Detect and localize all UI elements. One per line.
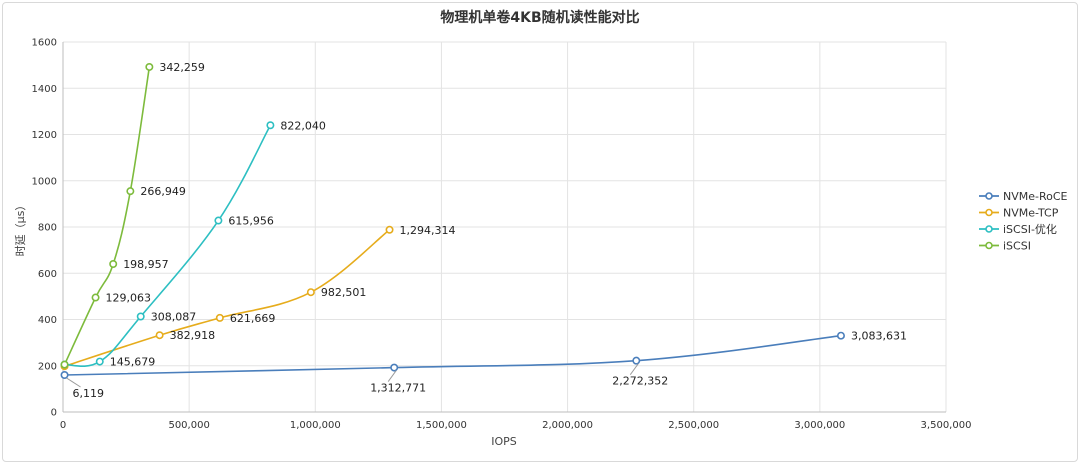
data-point: [145, 62, 154, 71]
series-lines: [63, 66, 842, 376]
y-axis-ticks: 0 200 400 600 800 1000 1200 1400 1600: [32, 38, 57, 419]
series-points: [60, 62, 845, 379]
series-line-nvme-roce: [64, 334, 842, 376]
x-tick-label: 2,500,000: [668, 420, 719, 431]
data-label: 1,312,771: [370, 382, 426, 395]
data-point: [266, 121, 275, 130]
axes: [62, 42, 946, 413]
y-tick-label: 800: [38, 223, 57, 234]
x-tick-label: 3,500,000: [921, 420, 972, 431]
data-label: 145,679: [110, 356, 156, 369]
label-leader-line: [387, 370, 397, 382]
data-label: 3,083,631: [851, 330, 907, 343]
series-line-iscsi: [63, 66, 151, 365]
label-leader-line: [629, 363, 639, 375]
data-point: [390, 363, 399, 372]
legend-label: NVMe-RoCE: [1003, 190, 1068, 203]
data-point: [155, 331, 164, 340]
x-tick-label: 1,500,000: [416, 420, 467, 431]
data-label: 615,956: [228, 215, 274, 228]
y-axis-title: 时延（μs）: [14, 200, 27, 257]
data-point: [306, 288, 315, 297]
data-point: [60, 370, 69, 379]
data-label: 129,063: [106, 292, 152, 305]
data-label: 342,259: [159, 61, 205, 74]
data-point: [632, 356, 641, 365]
legend: NVMe-RoCE NVMe-TCP iSCSI-优化 iSCSI: [979, 190, 1068, 253]
grid-lines: [62, 41, 947, 413]
legend-label: NVMe-TCP: [1003, 207, 1059, 220]
data-label: 621,669: [230, 312, 275, 325]
legend-label: iSCSI: [1003, 240, 1031, 253]
data-point: [60, 360, 69, 369]
x-tick-label: 2,000,000: [542, 420, 593, 431]
data-label: 198,957: [123, 258, 168, 271]
data-point: [136, 312, 145, 321]
data-labels: 6,119 1,312,771 2,272,352 3,083,631 382,918 6…: [66, 61, 907, 400]
x-tick-label: 1,000,000: [290, 420, 341, 431]
x-axis-ticks: 0 500,000 1,000,000 1,500,000 2,000,000 2,500…: [60, 420, 972, 431]
x-tick-label: 0: [60, 420, 66, 431]
y-tick-label: 200: [38, 361, 57, 372]
legend-marker: [985, 225, 993, 233]
data-point: [215, 313, 224, 322]
series-line-nvme-tcp: [64, 229, 391, 367]
data-label: 382,918: [170, 329, 216, 342]
legend-marker: [985, 208, 993, 217]
legend-marker: [985, 192, 993, 200]
data-point: [214, 216, 223, 225]
data-point: [109, 259, 118, 268]
legend-label: iSCSI-优化: [1003, 222, 1057, 236]
y-tick-label: 0: [51, 408, 57, 419]
y-tick-label: 400: [38, 315, 57, 326]
data-point: [836, 331, 845, 340]
data-point: [126, 187, 135, 196]
y-tick-label: 600: [38, 269, 57, 280]
x-tick-label: 500,000: [168, 420, 209, 431]
data-label: 982,501: [321, 286, 367, 299]
data-label: 1,294,314: [400, 224, 456, 237]
data-point: [95, 357, 104, 366]
data-label: 308,087: [151, 310, 197, 323]
data-label: 822,040: [280, 119, 326, 132]
y-tick-label: 1400: [32, 84, 57, 95]
data-label: 6,119: [73, 387, 105, 400]
x-tick-label: 3,000,000: [794, 420, 845, 431]
y-tick-label: 1000: [32, 176, 57, 187]
x-axis-title: IOPS: [491, 435, 517, 448]
chart-title: 物理机单卷4KB随机读性能对比: [440, 9, 639, 26]
y-tick-label: 1200: [32, 130, 57, 141]
y-tick-label: 1600: [32, 38, 57, 49]
label-leader-line: [66, 377, 81, 388]
data-label: 2,272,352: [612, 375, 668, 388]
data-label: 266,949: [140, 185, 186, 198]
data-point: [91, 293, 100, 302]
legend-marker: [985, 241, 993, 250]
data-point: [385, 225, 394, 234]
series-line-iscsi: [64, 124, 272, 368]
